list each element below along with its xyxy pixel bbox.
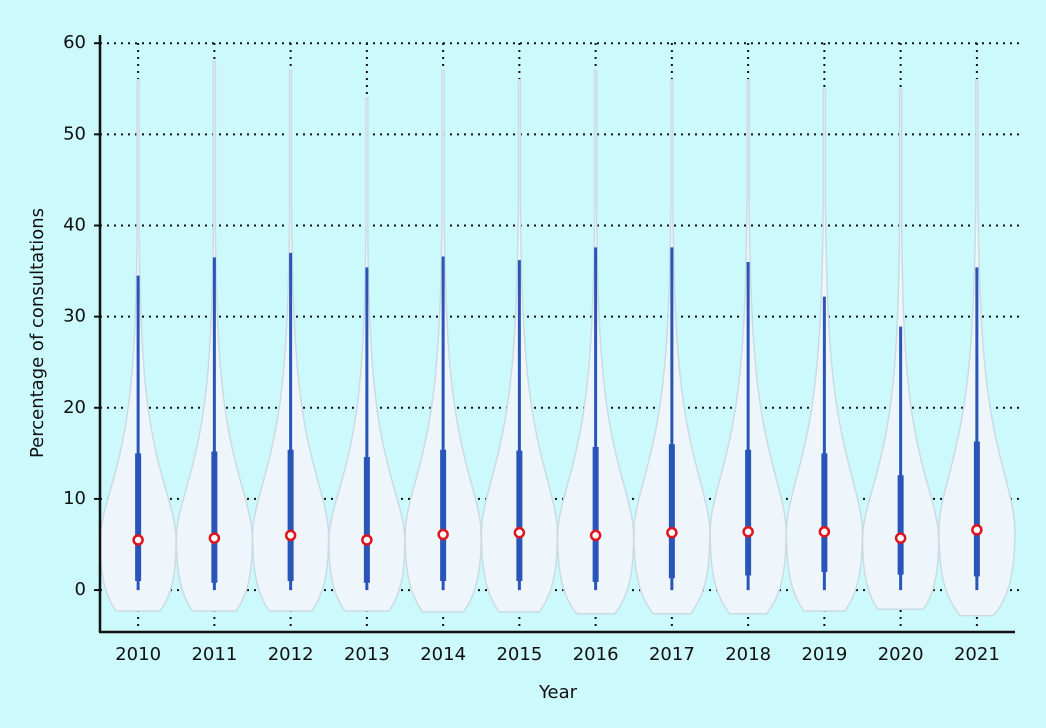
median: [818, 525, 831, 538]
median: [513, 526, 526, 539]
y-axis-label: Percentage of consultations: [27, 208, 48, 458]
x-tick-label: 2014: [420, 644, 466, 665]
median: [132, 534, 144, 546]
x-tick-label: 2020: [878, 644, 924, 665]
x-tick-label: 2019: [801, 644, 847, 665]
median: [894, 532, 907, 544]
median: [437, 528, 449, 541]
median: [742, 525, 754, 538]
y-tick-label: 20: [63, 397, 86, 418]
y-tick-label: 30: [63, 306, 86, 327]
x-tick-label: 2012: [268, 644, 314, 665]
median: [589, 529, 602, 542]
x-tick-label: 2017: [649, 644, 695, 665]
x-axis-label: Year: [538, 682, 578, 703]
median: [971, 524, 983, 536]
median: [208, 532, 221, 544]
x-tick-label: 2018: [725, 644, 771, 665]
x-tick-label: 2016: [573, 644, 619, 665]
median: [666, 526, 678, 539]
x-tick-label: 2010: [115, 644, 161, 665]
median: [284, 529, 297, 542]
x-tick-label: 2021: [954, 644, 1000, 665]
y-tick-label: 40: [63, 214, 86, 235]
x-tick-label: 2015: [496, 644, 542, 665]
y-tick-label: 60: [63, 32, 86, 53]
x-tick-label: 2011: [191, 644, 237, 665]
y-tick-label: 10: [63, 488, 86, 509]
x-tick-label: 2013: [344, 644, 390, 665]
y-tick-label: 50: [63, 123, 86, 144]
median: [361, 534, 373, 546]
y-tick-label: 0: [75, 579, 86, 600]
